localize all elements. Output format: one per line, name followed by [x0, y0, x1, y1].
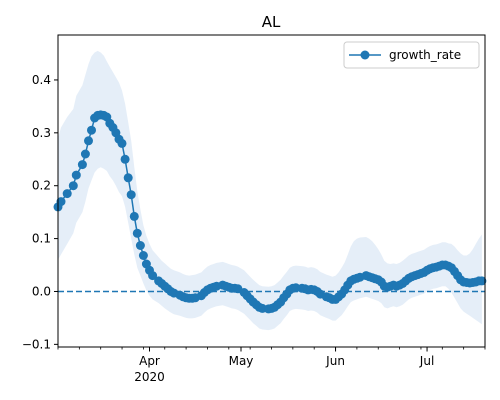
- data-point: [56, 197, 66, 207]
- y-tick-label: 0.1: [32, 232, 51, 246]
- data-point: [68, 181, 78, 191]
- data-point: [84, 136, 93, 146]
- y-tick-label: 0.3: [32, 126, 51, 140]
- x-tick-label: Jul: [419, 354, 434, 368]
- data-point: [117, 138, 127, 148]
- data-point: [123, 173, 133, 183]
- data-point: [135, 241, 145, 250]
- x-tick-sublabel: 2020: [134, 370, 165, 384]
- data-point: [120, 154, 130, 164]
- y-tick-label: 0.0: [32, 284, 51, 298]
- data-point: [138, 251, 148, 260]
- x-tick-label: Jun: [325, 354, 345, 368]
- series-layer: [53, 110, 487, 314]
- x-axis: Apr 2020 May Jun Jul: [57, 347, 486, 384]
- data-point: [132, 228, 142, 238]
- confidence-band-layer: [58, 50, 482, 331]
- data-point: [148, 271, 158, 281]
- data-point: [71, 170, 81, 180]
- data-point: [80, 149, 90, 159]
- data-point: [77, 160, 87, 170]
- confidence-band: [58, 50, 482, 331]
- x-tick-label: Apr: [139, 354, 160, 368]
- legend: growth_rate: [343, 41, 480, 69]
- legend-box: [343, 41, 480, 69]
- y-tick-label: 0.2: [32, 179, 51, 193]
- chart-title: AL: [262, 13, 281, 31]
- legend-entry-label: growth_rate: [389, 48, 461, 62]
- data-point: [477, 276, 487, 286]
- data-point: [126, 190, 136, 200]
- legend-marker-swatch: [360, 50, 370, 60]
- y-tick-label: −0.1: [22, 337, 51, 351]
- y-tick-label: 0.4: [32, 73, 51, 87]
- data-point: [129, 211, 139, 221]
- data-point: [87, 125, 96, 135]
- x-tick-label: May: [229, 354, 254, 368]
- y-axis: −0.1 0.0 0.1 0.2 0.3 0.4: [22, 73, 58, 351]
- data-point: [62, 189, 72, 199]
